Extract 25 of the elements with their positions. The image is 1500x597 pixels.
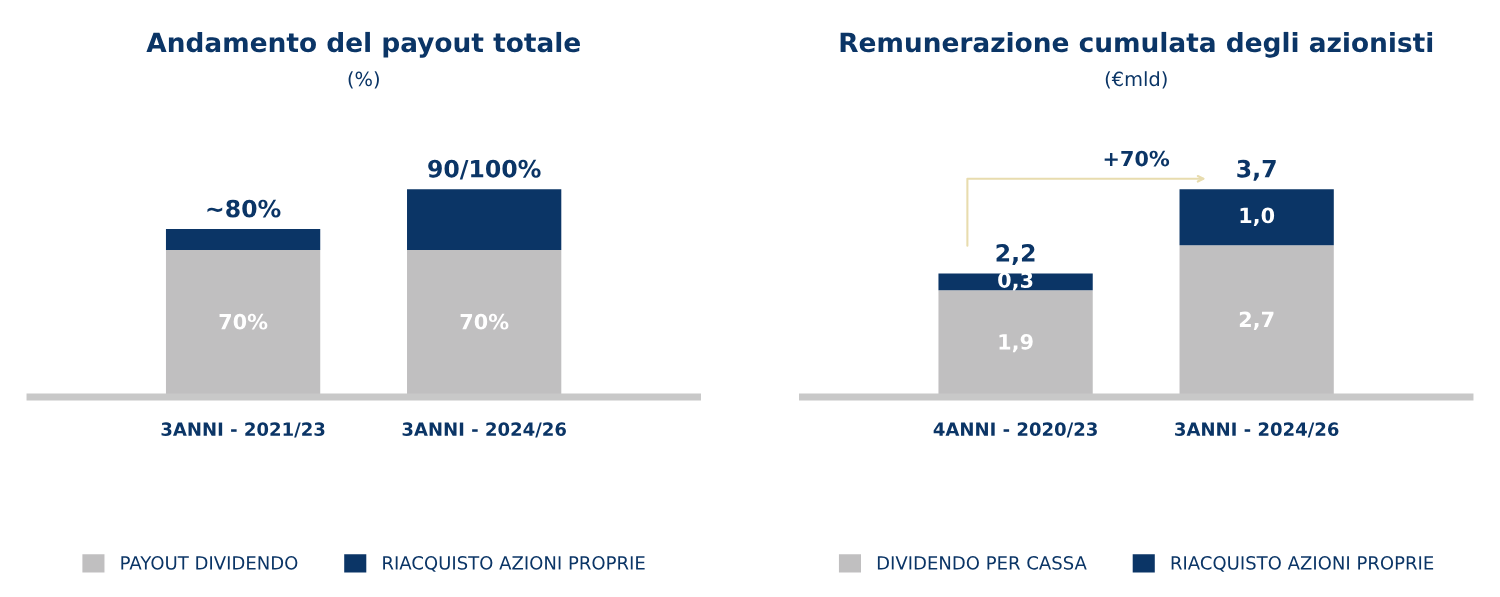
legend-label: RIACQUISTO AZIONI PROPRIE (1171, 556, 1434, 572)
legend-label: RIACQUISTO AZIONI PROPRIE (383, 556, 645, 572)
total-label: ~80% (207, 199, 281, 218)
total-label: 2,2 (996, 244, 1035, 265)
chart-subtitle: (€mld) (1105, 71, 1167, 89)
legend-label: DIVIDENDO PER CASSA (877, 556, 1087, 570)
data-label: 2,7 (1239, 311, 1274, 330)
bar (1179, 189, 1334, 246)
data-label: 1,0 (1240, 207, 1275, 226)
chart-subtitle: (%) (348, 71, 379, 89)
total-label: 3,7 (1237, 159, 1276, 181)
x-tick-label: 3ANNI - 2024/26 (1175, 422, 1339, 438)
bar (938, 273, 1093, 291)
data-label: 70% (460, 313, 509, 330)
x-tick-label: 4ANNI - 2020/23 (933, 422, 1097, 438)
data-label: 70% (219, 313, 268, 330)
data-label: 1,9 (999, 333, 1033, 353)
legend-label: PAYOUT DIVIDENDO (121, 556, 298, 570)
text: +70% (1104, 150, 1170, 167)
total-label: 90/100% (428, 159, 541, 180)
chart-title: Remunerazione cumulata degli azionisti (840, 31, 1433, 58)
x-tick-label: 3ANNI - 2021/23 (161, 422, 325, 438)
x-tick-label: 3ANNI - 2024/26 (402, 422, 566, 438)
data-label: 0,3 (998, 272, 1033, 291)
chart-title: Andamento del payout totale (146, 31, 580, 58)
